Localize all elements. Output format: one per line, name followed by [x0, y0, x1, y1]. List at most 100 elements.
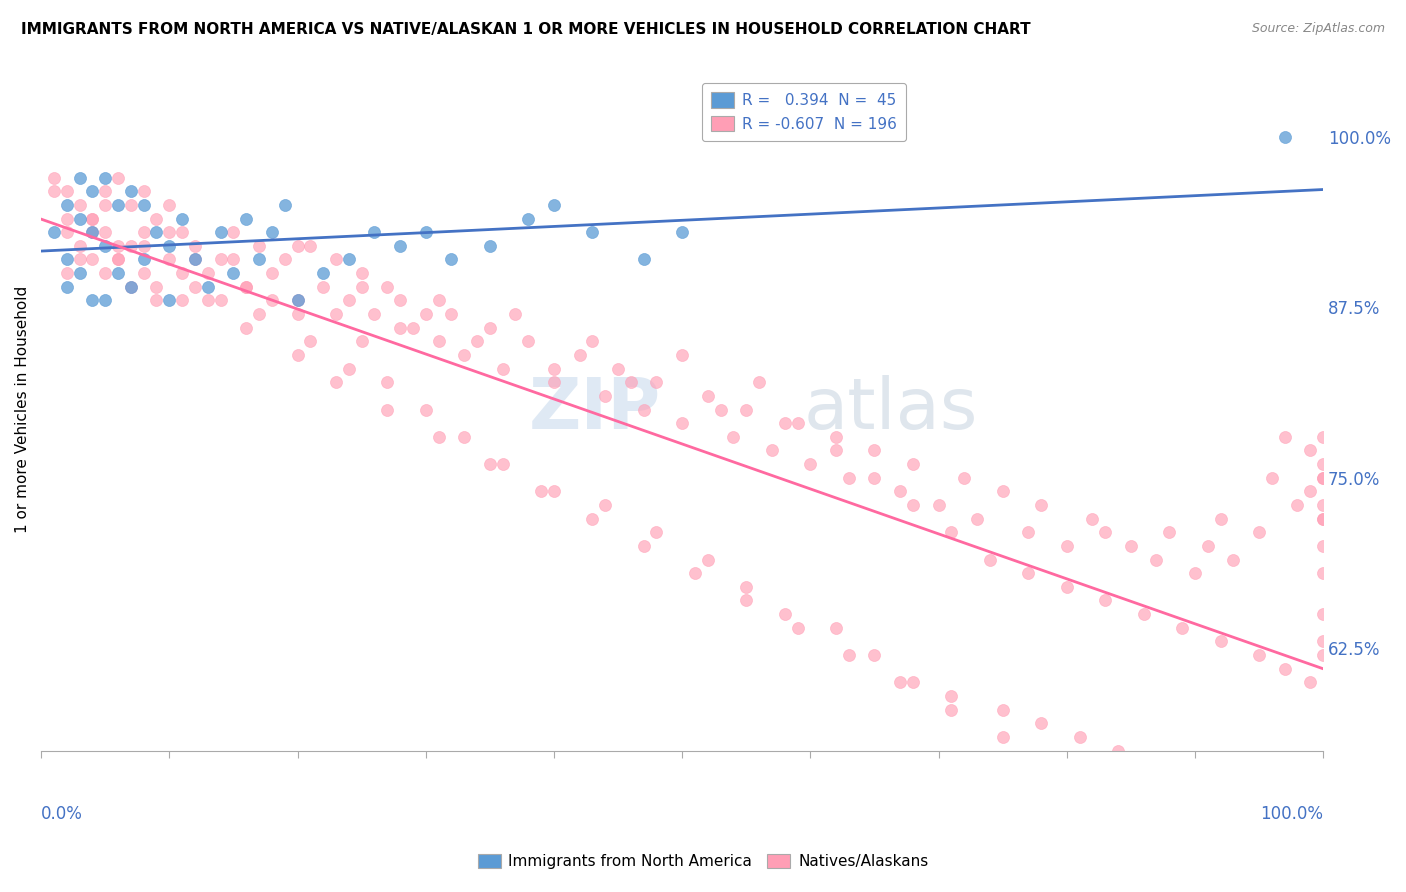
Point [184, 239, 207, 253]
Point [786, 621, 808, 635]
Point [69, 198, 91, 212]
Point [568, 348, 591, 362]
Point [1094, 525, 1116, 540]
Point [312, 279, 335, 293]
Point [1119, 539, 1142, 553]
Point [825, 443, 848, 458]
Point [517, 334, 540, 349]
Point [748, 376, 770, 390]
Point [901, 675, 924, 690]
Point [287, 239, 309, 253]
Point [120, 279, 142, 293]
Point [1312, 511, 1334, 525]
Point [979, 552, 1001, 566]
Y-axis label: 1 or more Vehicles in Household: 1 or more Vehicles in Household [15, 286, 30, 533]
Point [197, 266, 219, 280]
Text: Source: ZipAtlas.com: Source: ZipAtlas.com [1251, 22, 1385, 36]
Point [633, 252, 655, 267]
Point [69, 211, 91, 226]
Point [863, 648, 886, 662]
Point [299, 239, 322, 253]
Legend: R =   0.394  N =  45, R = -0.607  N = 196: R = 0.394 N = 45, R = -0.607 N = 196 [702, 83, 905, 141]
Point [197, 279, 219, 293]
Point [1312, 498, 1334, 512]
Point [132, 225, 155, 239]
Text: ZIP: ZIP [529, 375, 661, 444]
Point [55, 266, 77, 280]
Point [799, 457, 821, 471]
Point [941, 703, 963, 717]
Point [145, 279, 167, 293]
Point [1299, 484, 1322, 499]
Point [197, 293, 219, 308]
Point [620, 376, 643, 390]
Point [633, 539, 655, 553]
Point [402, 320, 425, 334]
Point [1247, 525, 1270, 540]
Point [375, 376, 398, 390]
Point [94, 293, 117, 308]
Point [991, 730, 1014, 744]
Point [1209, 634, 1232, 648]
Point [247, 252, 270, 267]
Point [1197, 838, 1219, 853]
Point [55, 225, 77, 239]
Point [1312, 457, 1334, 471]
Point [55, 184, 77, 198]
Point [260, 225, 283, 239]
Point [607, 361, 630, 376]
Point [735, 580, 758, 594]
Point [966, 511, 988, 525]
Point [863, 443, 886, 458]
Point [69, 266, 91, 280]
Point [543, 484, 565, 499]
Point [107, 266, 129, 280]
Point [222, 266, 245, 280]
Point [247, 239, 270, 253]
Point [723, 430, 745, 444]
Point [55, 279, 77, 293]
Point [786, 416, 808, 430]
Point [145, 211, 167, 226]
Point [184, 252, 207, 267]
Point [120, 239, 142, 253]
Point [671, 416, 693, 430]
Point [82, 184, 104, 198]
Point [1299, 675, 1322, 690]
Point [941, 525, 963, 540]
Point [1146, 812, 1168, 826]
Point [132, 239, 155, 253]
Point [157, 225, 180, 239]
Point [107, 170, 129, 185]
Point [337, 293, 360, 308]
Point [82, 211, 104, 226]
Point [299, 334, 322, 349]
Point [1274, 662, 1296, 676]
Point [1209, 511, 1232, 525]
Point [42, 184, 65, 198]
Point [696, 389, 718, 403]
Point [273, 252, 295, 267]
Point [1184, 771, 1206, 785]
Point [132, 252, 155, 267]
Point [1286, 812, 1309, 826]
Point [337, 252, 360, 267]
Point [172, 211, 194, 226]
Point [107, 239, 129, 253]
Point [1107, 743, 1129, 757]
Point [389, 239, 412, 253]
Point [838, 471, 860, 485]
Point [901, 498, 924, 512]
Point [325, 252, 347, 267]
Text: IMMIGRANTS FROM NORTH AMERICA VS NATIVE/ALASKAN 1 OR MORE VEHICLES IN HOUSEHOLD : IMMIGRANTS FROM NORTH AMERICA VS NATIVE/… [21, 22, 1031, 37]
Point [120, 279, 142, 293]
Point [157, 198, 180, 212]
Point [1286, 498, 1309, 512]
Point [633, 402, 655, 417]
Point [415, 225, 437, 239]
Point [222, 225, 245, 239]
Point [94, 184, 117, 198]
Point [1312, 634, 1334, 648]
Point [42, 225, 65, 239]
Point [69, 252, 91, 267]
